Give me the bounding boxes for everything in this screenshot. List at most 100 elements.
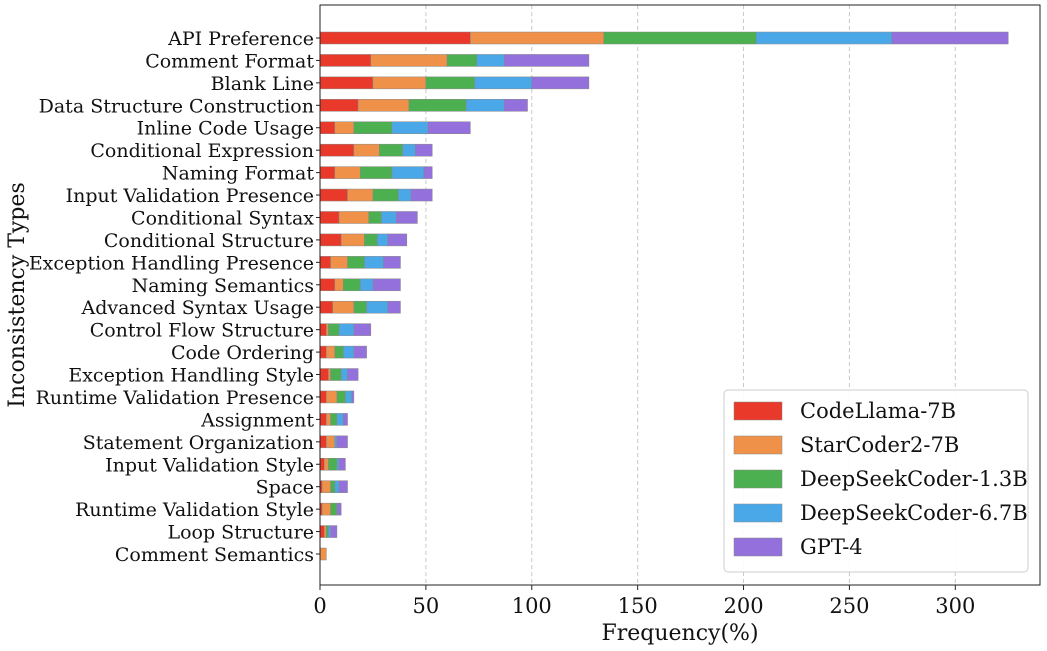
y-tick-label: Conditional Syntax bbox=[131, 207, 314, 229]
bar-segment bbox=[338, 458, 346, 471]
bar-segment bbox=[319, 31, 471, 45]
bar-segment bbox=[319, 188, 348, 202]
bar-segment bbox=[376, 233, 389, 247]
bar-segment bbox=[446, 54, 477, 67]
bar-segment bbox=[340, 368, 348, 381]
legend-swatch bbox=[733, 537, 783, 557]
x-tick-labels: 0 50 100 150 200 250 300 bbox=[313, 585, 975, 618]
legend-label: GPT-4 bbox=[800, 535, 863, 559]
x-tick-label: 250 bbox=[829, 594, 869, 618]
bar-segment bbox=[330, 368, 342, 381]
bar-segment bbox=[379, 143, 403, 157]
y-tick-label: Loop Structure bbox=[167, 522, 314, 544]
bar-segment bbox=[330, 413, 338, 426]
x-tick-label: 300 bbox=[935, 594, 975, 618]
bar-segment bbox=[334, 121, 355, 134]
y-tick-label: Code Ordering bbox=[171, 342, 314, 364]
y-tick-label: Exception Handling Presence bbox=[29, 252, 314, 274]
bar-segment bbox=[470, 31, 605, 45]
bar-segment bbox=[330, 480, 336, 493]
bar-segment bbox=[334, 278, 344, 292]
y-tick-label: Comment Semantics bbox=[115, 544, 314, 566]
bar-segment bbox=[319, 54, 372, 67]
bar-segment bbox=[395, 211, 418, 224]
bar-segment bbox=[364, 233, 378, 247]
y-tick-label: Space bbox=[256, 477, 314, 499]
axes bbox=[319, 4, 1041, 586]
bar-segment bbox=[372, 278, 401, 292]
bar-segment bbox=[336, 390, 346, 404]
bar-segment bbox=[755, 31, 893, 45]
bar-segment bbox=[503, 99, 528, 112]
bar-segment bbox=[370, 54, 448, 67]
bar-segment bbox=[357, 99, 410, 112]
bar-segment bbox=[319, 390, 327, 404]
bar-segment bbox=[328, 368, 331, 381]
y-tick-label: Conditional Structure bbox=[104, 230, 314, 252]
bar-segment bbox=[423, 166, 433, 179]
legend-box bbox=[723, 389, 1029, 573]
legend-swatch bbox=[733, 503, 783, 523]
bar-segment bbox=[334, 345, 344, 359]
bar-segment bbox=[319, 345, 327, 359]
bar-segment bbox=[328, 323, 340, 336]
bar-segment bbox=[319, 525, 325, 538]
x-tick-label: 150 bbox=[618, 594, 658, 618]
bar-segment bbox=[332, 300, 355, 314]
bar-segment bbox=[321, 480, 331, 493]
bar-segment bbox=[328, 458, 338, 471]
legend-swatch bbox=[733, 469, 783, 489]
y-axis-title: Inconsistency Types bbox=[5, 182, 30, 407]
bar-segment bbox=[476, 54, 505, 67]
y-tick-label: Naming Semantics bbox=[132, 275, 314, 297]
bar-segment bbox=[427, 121, 471, 134]
bar-segment bbox=[330, 256, 348, 269]
bar-segment bbox=[391, 166, 425, 179]
plot-frame bbox=[319, 4, 1041, 586]
bar-segment bbox=[330, 502, 338, 516]
bar-segment bbox=[336, 413, 344, 426]
bar-segment bbox=[353, 300, 367, 314]
bar-segment bbox=[410, 188, 433, 202]
bar-segment bbox=[319, 121, 336, 134]
bar-segment bbox=[474, 76, 533, 90]
bar-segment bbox=[319, 300, 333, 314]
bar-segment bbox=[465, 99, 505, 112]
bar-segment bbox=[353, 323, 372, 336]
legend-label: CodeLlama-7B bbox=[800, 399, 956, 423]
bar-segment bbox=[326, 525, 329, 538]
bar-segment bbox=[336, 458, 340, 471]
bar-segment bbox=[338, 480, 348, 493]
x-tick-label: 0 bbox=[313, 594, 326, 618]
bar-segment bbox=[387, 233, 408, 247]
bar-segment bbox=[326, 345, 336, 359]
bar-segment bbox=[334, 435, 338, 449]
y-tick-label: Inline Code Usage bbox=[137, 118, 314, 140]
bar-segment bbox=[319, 143, 355, 157]
x-axis-title: Frequency(%) bbox=[601, 621, 758, 646]
bar-segment bbox=[319, 435, 327, 449]
bar-segment bbox=[336, 435, 348, 449]
bar-segment bbox=[387, 300, 401, 314]
bar-segment bbox=[326, 323, 329, 336]
bar-segment bbox=[372, 188, 399, 202]
y-tick-label: Advanced Syntax Usage bbox=[81, 297, 314, 319]
bar-segment bbox=[359, 166, 393, 179]
legend-swatch bbox=[733, 401, 783, 421]
bar-segment bbox=[343, 278, 361, 292]
bar-segment bbox=[340, 233, 365, 247]
bar-segment bbox=[321, 502, 331, 516]
legend-label: DeepSeekCoder-6.7B bbox=[800, 501, 1028, 525]
bar-segment bbox=[319, 458, 325, 471]
bar-segment bbox=[319, 256, 331, 269]
y-tick-label: Blank Line bbox=[211, 73, 314, 95]
bar-segment bbox=[359, 278, 374, 292]
x-tick-label: 50 bbox=[413, 594, 440, 618]
y-tick-label: Exception Handling Style bbox=[68, 365, 314, 387]
bar-segment bbox=[345, 390, 353, 404]
bar-segment bbox=[415, 143, 433, 157]
bar-segment bbox=[425, 76, 475, 90]
bar-segment bbox=[319, 233, 342, 247]
y-tick-label: Comment Format bbox=[145, 50, 314, 72]
